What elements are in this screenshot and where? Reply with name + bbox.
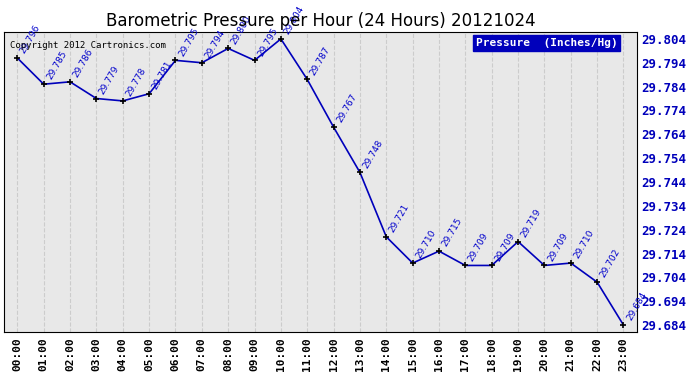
Text: 29.785: 29.785: [45, 50, 68, 81]
Text: 29.748: 29.748: [362, 138, 385, 170]
Text: 29.710: 29.710: [572, 228, 595, 260]
Text: 29.767: 29.767: [335, 93, 359, 124]
Text: 29.684: 29.684: [625, 291, 649, 322]
Text: 29.796: 29.796: [19, 23, 42, 55]
Text: Copyright 2012 Cartronics.com: Copyright 2012 Cartronics.com: [10, 41, 166, 50]
Text: 29.709: 29.709: [466, 231, 491, 262]
Text: 29.794: 29.794: [204, 28, 227, 60]
Text: 29.800: 29.800: [230, 14, 253, 46]
Text: Pressure  (Inches/Hg): Pressure (Inches/Hg): [476, 38, 618, 48]
Text: 29.702: 29.702: [598, 248, 622, 279]
Text: 29.795: 29.795: [256, 26, 279, 58]
Text: 29.721: 29.721: [388, 202, 411, 234]
Text: 29.709: 29.709: [493, 231, 517, 262]
Text: 29.786: 29.786: [72, 47, 95, 79]
Text: 29.779: 29.779: [98, 64, 121, 96]
Text: 29.787: 29.787: [308, 45, 332, 76]
Text: 29.709: 29.709: [546, 231, 569, 262]
Text: 29.710: 29.710: [414, 228, 437, 260]
Text: 29.719: 29.719: [520, 207, 543, 239]
Text: 29.715: 29.715: [440, 217, 464, 248]
Title: Barometric Pressure per Hour (24 Hours) 20121024: Barometric Pressure per Hour (24 Hours) …: [106, 12, 535, 30]
Text: 29.781: 29.781: [150, 59, 174, 91]
Text: 29.795: 29.795: [177, 26, 200, 58]
Text: 29.804: 29.804: [282, 4, 306, 36]
Text: 29.778: 29.778: [124, 66, 148, 98]
